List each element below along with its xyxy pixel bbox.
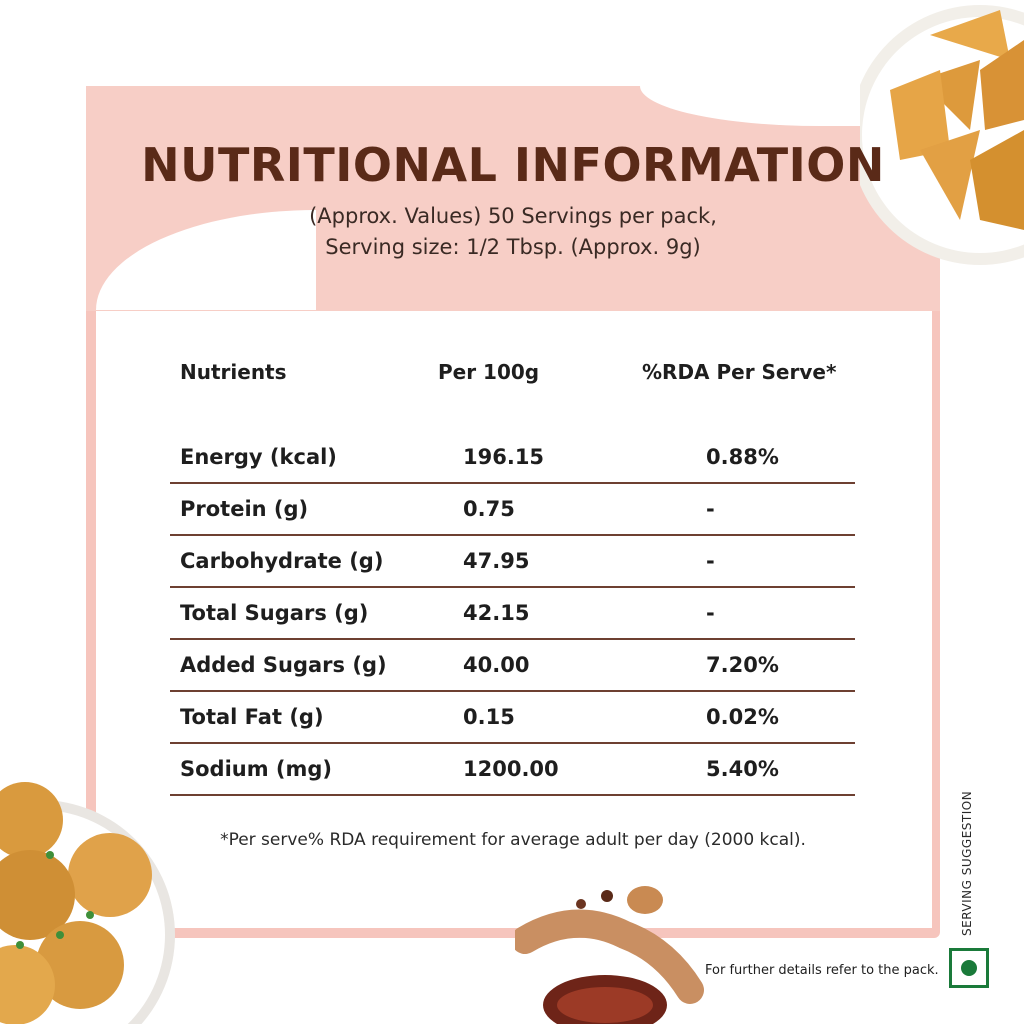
nutrient-name: Energy (kcal) [180,445,337,469]
nutrient-name: Total Sugars (g) [180,601,369,625]
per-100g-value: 47.95 [463,549,530,573]
table-row: Protein (g) 0.75 - [170,484,855,536]
nutrient-name: Protein (g) [180,497,309,521]
nutrient-name: Sodium (mg) [180,757,333,781]
rda-value: 7.20% [706,653,779,677]
per-100g-value: 42.15 [463,601,530,625]
nutrition-table: Nutrients Per 100g %RDA Per Serve* Energ… [170,350,855,796]
veg-symbol-icon [949,948,989,988]
table-row: Total Sugars (g) 42.15 - [170,588,855,640]
fritters-plate-image [0,782,175,1024]
column-header-per-100g: Per 100g [438,360,540,384]
rda-footnote: *Per serve% RDA requirement for average … [220,830,806,850]
rda-value: - [706,497,715,521]
per-100g-value: 1200.00 [463,757,559,781]
nutrient-name: Carbohydrate (g) [180,549,384,573]
nutrient-name: Total Fat (g) [180,705,324,729]
column-header-rda: %RDA Per Serve* [642,360,837,384]
rda-value: 0.02% [706,705,779,729]
rda-value: - [706,549,715,573]
table-row: Sodium (mg) 1200.00 5.40% [170,744,855,796]
page-title: NUTRITIONAL INFORMATION [141,138,885,192]
rda-value: 0.88% [706,445,779,469]
table-row: Total Fat (g) 0.15 0.02% [170,692,855,744]
tamarind-image [515,886,704,1024]
info-panel-card [96,300,932,928]
per-100g-value: 0.15 [463,705,515,729]
table-row: Added Sugars (g) 40.00 7.20% [170,640,855,692]
per-100g-value: 0.75 [463,497,515,521]
table-header: Nutrients Per 100g %RDA Per Serve* [170,350,855,394]
per-100g-value: 196.15 [463,445,545,469]
rda-value: - [706,601,715,625]
pack-details-note: For further details refer to the pack. [705,963,939,978]
per-100g-value: 40.00 [463,653,530,677]
rda-value: 5.40% [706,757,779,781]
serving-size-subtitle: Serving size: 1/2 Tbsp. (Approx. 9g) [325,235,701,259]
table-row: Energy (kcal) 196.15 0.88% [170,432,855,484]
column-header-nutrients: Nutrients [180,360,287,384]
serving-suggestion-label: SERVING SUGGESTION [960,790,974,936]
samosa-plate-image [860,5,1024,265]
table-row: Carbohydrate (g) 47.95 - [170,536,855,588]
servings-subtitle: (Approx. Values) 50 Servings per pack, [309,204,717,228]
nutrient-name: Added Sugars (g) [180,653,387,677]
